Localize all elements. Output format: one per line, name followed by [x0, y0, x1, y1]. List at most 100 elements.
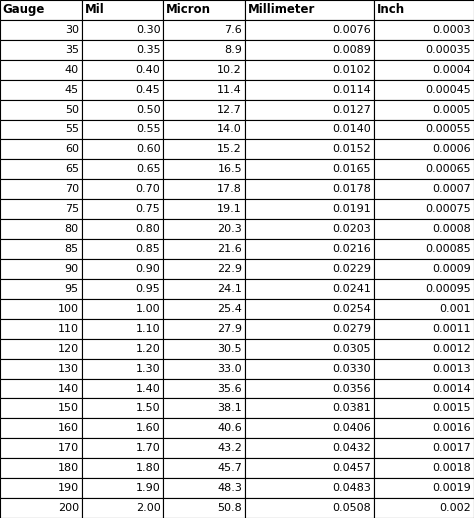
Bar [0, 99, 82, 120]
Text: 12.7: 12.7 [217, 105, 242, 114]
Text: 160: 160 [58, 423, 79, 434]
Text: 80: 80 [64, 224, 79, 234]
Text: 55: 55 [65, 124, 79, 135]
Bar [163, 419, 245, 438]
Text: 0.0457: 0.0457 [332, 463, 371, 473]
Bar [245, 419, 374, 438]
Text: Inch: Inch [377, 4, 405, 17]
Bar [0, 160, 82, 179]
Bar [374, 139, 474, 160]
Text: 10.2: 10.2 [217, 65, 242, 75]
Bar [0, 478, 82, 498]
Text: 0.60: 0.60 [136, 145, 160, 154]
Text: 50: 50 [65, 105, 79, 114]
Text: 0.45: 0.45 [136, 84, 160, 95]
Bar [163, 438, 245, 458]
Text: 0.00065: 0.00065 [426, 164, 471, 175]
Text: 0.0019: 0.0019 [432, 483, 471, 493]
Text: 1.70: 1.70 [136, 443, 160, 453]
Text: 100: 100 [58, 304, 79, 314]
Text: 0.0241: 0.0241 [332, 284, 371, 294]
Bar [82, 438, 163, 458]
Text: 15.2: 15.2 [217, 145, 242, 154]
Text: 40: 40 [64, 65, 79, 75]
Text: 38.1: 38.1 [217, 404, 242, 413]
Bar [245, 199, 374, 219]
Bar [374, 438, 474, 458]
Bar [163, 319, 245, 339]
Text: 0.0203: 0.0203 [332, 224, 371, 234]
Bar [0, 319, 82, 339]
Text: 16.5: 16.5 [218, 164, 242, 175]
Bar [82, 259, 163, 279]
Text: 140: 140 [58, 383, 79, 394]
Text: 0.65: 0.65 [136, 164, 160, 175]
Text: 33.0: 33.0 [218, 364, 242, 373]
Bar [245, 139, 374, 160]
Text: 0.0102: 0.0102 [332, 65, 371, 75]
Bar [0, 438, 82, 458]
Text: 1.50: 1.50 [136, 404, 160, 413]
Text: 0.00045: 0.00045 [425, 84, 471, 95]
Bar [82, 339, 163, 358]
Text: 0.0018: 0.0018 [432, 463, 471, 473]
Bar [82, 458, 163, 478]
Bar [0, 279, 82, 299]
Bar [0, 139, 82, 160]
Text: 1.40: 1.40 [136, 383, 160, 394]
Text: 0.0305: 0.0305 [332, 343, 371, 354]
Text: 0.0152: 0.0152 [332, 145, 371, 154]
Bar [163, 339, 245, 358]
Bar [374, 458, 474, 478]
Bar [245, 358, 374, 379]
Bar [0, 358, 82, 379]
Text: 150: 150 [58, 404, 79, 413]
Text: 7.6: 7.6 [224, 25, 242, 35]
Text: 0.0229: 0.0229 [332, 264, 371, 274]
Bar [374, 40, 474, 60]
Bar [82, 478, 163, 498]
Text: 0.00085: 0.00085 [425, 244, 471, 254]
Bar [245, 120, 374, 139]
Bar [163, 160, 245, 179]
Bar [245, 179, 374, 199]
Bar [82, 239, 163, 259]
Bar [82, 299, 163, 319]
Text: 11.4: 11.4 [217, 84, 242, 95]
Bar [82, 199, 163, 219]
Bar [163, 80, 245, 99]
Bar [163, 139, 245, 160]
Text: 0.0004: 0.0004 [432, 65, 471, 75]
Bar [245, 339, 374, 358]
Text: 0.85: 0.85 [136, 244, 160, 254]
Text: 90: 90 [64, 264, 79, 274]
Bar [0, 498, 82, 518]
Text: 0.0016: 0.0016 [433, 423, 471, 434]
Bar [163, 179, 245, 199]
Text: 0.0089: 0.0089 [332, 45, 371, 55]
Bar [163, 0, 245, 20]
Bar [374, 20, 474, 40]
Text: 0.0003: 0.0003 [433, 25, 471, 35]
Text: 0.0005: 0.0005 [433, 105, 471, 114]
Bar [163, 99, 245, 120]
Bar [374, 0, 474, 20]
Bar [374, 319, 474, 339]
Text: 70: 70 [64, 184, 79, 194]
Bar [0, 299, 82, 319]
Bar [163, 120, 245, 139]
Text: 0.0076: 0.0076 [332, 25, 371, 35]
Text: 0.0009: 0.0009 [432, 264, 471, 274]
Text: 1.60: 1.60 [136, 423, 160, 434]
Text: 0.0432: 0.0432 [332, 443, 371, 453]
Text: 0.80: 0.80 [136, 224, 160, 234]
Bar [374, 120, 474, 139]
Bar [82, 319, 163, 339]
Text: 0.50: 0.50 [136, 105, 160, 114]
Text: 0.0114: 0.0114 [332, 84, 371, 95]
Text: 0.75: 0.75 [136, 204, 160, 214]
Text: 35.6: 35.6 [218, 383, 242, 394]
Bar [245, 160, 374, 179]
Bar [163, 40, 245, 60]
Bar [245, 0, 374, 20]
